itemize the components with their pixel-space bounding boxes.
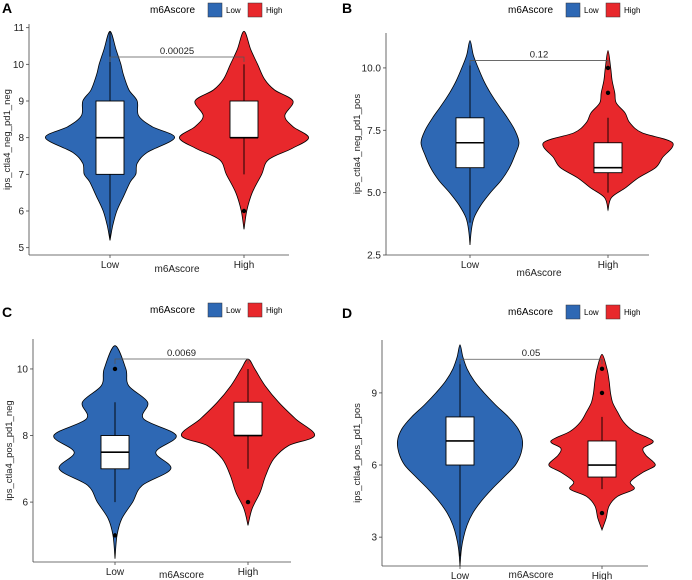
legend-label-low: Low (226, 6, 241, 15)
significance-bracket (469, 60, 609, 66)
y-axis-title: ips_ctla4_neg_pd1_neg (2, 89, 13, 190)
x-tick-label: High (598, 260, 619, 271)
y-tick-label: 10 (13, 60, 25, 71)
box-high (587, 440, 617, 478)
outlier-point (245, 499, 251, 505)
panel-label: C (2, 304, 12, 320)
legend-swatch-low (207, 302, 223, 318)
y-tick-label: 7.5 (367, 126, 381, 137)
legend-label-high: High (624, 6, 640, 15)
y-tick-label: 3 (371, 533, 377, 544)
legend-label-high: High (266, 6, 282, 15)
legend-title: m6Ascore (150, 305, 195, 316)
panel-label: D (342, 305, 352, 321)
y-tick-label: 5.0 (367, 188, 381, 199)
y-tick-label: 9 (371, 388, 377, 399)
outlier-point (112, 366, 118, 372)
outlier-point (599, 390, 605, 396)
legend-title: m6Ascore (150, 5, 195, 16)
legend: m6Ascore Low High (508, 304, 640, 320)
y-tick-label: 11 (14, 23, 25, 34)
legend: m6Ascore Low High (508, 2, 640, 18)
outlier-point (599, 510, 605, 516)
legend: m6Ascore Low High (150, 302, 282, 318)
x-tick-label: High (238, 567, 259, 578)
y-tick-label: 5 (18, 243, 24, 254)
panel-label: A (2, 0, 12, 16)
legend-label-low: Low (584, 6, 599, 15)
p-value-label: 0.12 (530, 49, 549, 60)
legend-swatch-high (247, 2, 263, 18)
y-tick-label: 2.5 (367, 251, 381, 262)
x-axis-title: m6Ascore (508, 570, 553, 580)
y-tick-label: 7 (18, 170, 24, 181)
outlier-point (605, 90, 611, 96)
y-tick-label: 8 (22, 431, 28, 442)
y-tick-label: 8 (18, 133, 24, 144)
p-value-label: 0.00025 (160, 46, 194, 57)
y-tick-label: 10.0 (362, 63, 382, 74)
legend-title: m6Ascore (508, 5, 553, 16)
outlier-point (241, 208, 247, 214)
significance-bracket (114, 358, 249, 364)
legend-swatch-low (565, 304, 581, 320)
legend-swatch-low (207, 2, 223, 18)
y-axis-title: ips_ctla4_pos_pd1_pos (352, 403, 363, 503)
y-tick-label: 6 (18, 207, 24, 218)
outlier-point (112, 533, 118, 538)
p-value-label: 0.05 (522, 348, 541, 359)
legend: m6Ascore Low High (150, 2, 282, 18)
legend-swatch-low (565, 2, 581, 18)
legend-swatch-high (247, 302, 263, 318)
significance-bracket (459, 358, 603, 365)
box-high (233, 401, 263, 436)
legend-swatch-high (605, 304, 621, 320)
box-high (229, 100, 259, 139)
x-axis-title: m6Ascore (516, 268, 561, 279)
legend-label-high: High (266, 306, 282, 315)
x-tick-label: Low (106, 567, 125, 578)
y-tick-label: 6 (22, 498, 28, 509)
legend-label-low: Low (584, 308, 599, 317)
legend-title: m6Ascore (508, 307, 553, 318)
x-axis-title: m6Ascore (159, 570, 204, 580)
legend-label-low: Low (226, 306, 241, 315)
outlier-point (605, 65, 611, 71)
y-tick-label: 10 (17, 364, 29, 375)
x-axis-title: m6Ascore (154, 264, 199, 275)
y-axis-title: ips_ctla4_neg_pd1_pos (352, 94, 363, 195)
p-value-label: 0.0069 (167, 348, 196, 359)
x-tick-label: High (592, 571, 613, 580)
significance-bracket (109, 56, 245, 62)
panel-label: B (342, 0, 352, 16)
x-tick-label: Low (461, 260, 480, 271)
x-tick-label: Low (101, 260, 120, 271)
y-tick-label: 9 (18, 97, 24, 108)
legend-label-high: High (624, 308, 640, 317)
x-tick-label: High (234, 260, 255, 271)
y-tick-label: 6 (371, 461, 377, 472)
y-axis-title: ips_ctla4_pos_pd1_neg (4, 400, 15, 500)
x-tick-label: Low (451, 571, 470, 580)
legend-swatch-high (605, 2, 621, 18)
outlier-point (599, 366, 605, 372)
